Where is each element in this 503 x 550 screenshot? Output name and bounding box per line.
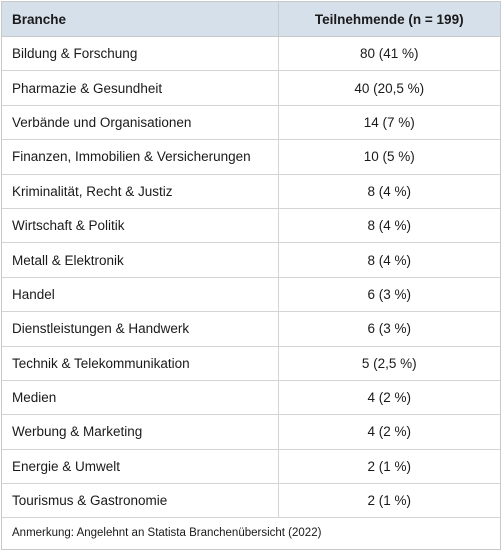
cell-branche: Pharmazie & Gesundheit <box>2 70 278 106</box>
table-row: Kriminalität, Recht & Justiz 8 (4 %) <box>2 174 500 209</box>
cell-teilnehmende: 8 (4 %) <box>277 174 500 209</box>
table-row: Metall & Elektronik 8 (4 %) <box>2 242 500 278</box>
table-row: Verbände und Organisationen 14 (7 %) <box>2 105 500 141</box>
table-row: Wirtschaft & Politik 8 (4 %) <box>2 208 500 244</box>
header-row: Branche Teilnehmende (n = 199) <box>2 2 500 37</box>
cell-teilnehmende: 4 (2 %) <box>277 380 500 416</box>
cell-branche: Bildung & Forschung <box>2 36 278 72</box>
table-note: Anmerkung: Angelehnt an Statista Branche… <box>12 527 322 540</box>
table-row: Pharmazie & Gesundheit 40 (20,5 %) <box>2 70 500 106</box>
cell-teilnehmende: 6 (3 %) <box>277 311 500 347</box>
cell-branche: Dienstleistungen & Handwerk <box>2 311 278 347</box>
cell-teilnehmende: 5 (2,5 %) <box>277 346 500 381</box>
cell-teilnehmende: 10 (5 %) <box>277 139 500 175</box>
cell-branche: Wirtschaft & Politik <box>2 208 278 244</box>
table-row: Werbung & Marketing 4 (2 %) <box>2 414 500 450</box>
cell-teilnehmende: 6 (3 %) <box>277 277 500 313</box>
cell-teilnehmende: 8 (4 %) <box>277 208 500 244</box>
header-branche: Branche <box>2 2 278 37</box>
table-row: Medien 4 (2 %) <box>2 380 500 416</box>
cell-branche: Technik & Telekommunikation <box>2 346 278 381</box>
branche-table: Branche Teilnehmende (n = 199) Bildung &… <box>2 2 500 519</box>
cell-branche: Werbung & Marketing <box>2 414 278 450</box>
cell-branche: Verbände und Organisationen <box>2 105 278 141</box>
cell-branche: Tourismus & Gastronomie <box>2 483 278 519</box>
cell-branche: Energie & Umwelt <box>2 449 278 485</box>
cell-teilnehmende: 80 (41 %) <box>277 36 500 72</box>
cell-teilnehmende: 14 (7 %) <box>277 105 500 141</box>
cell-branche: Handel <box>2 277 278 313</box>
header-teilnehmende: Teilnehmende (n = 199) <box>277 2 500 37</box>
table-header: Branche Teilnehmende (n = 199) <box>2 2 500 37</box>
cell-teilnehmende: 8 (4 %) <box>277 242 500 278</box>
cell-branche: Metall & Elektronik <box>2 242 278 278</box>
table-row: Energie & Umwelt 2 (1 %) <box>2 449 500 485</box>
cell-branche: Finanzen, Immobilien & Versicherungen <box>2 139 278 175</box>
table-body: Bildung & Forschung 80 (41 %) Pharmazie … <box>2 36 500 519</box>
cell-teilnehmende: 40 (20,5 %) <box>277 70 500 106</box>
cell-teilnehmende: 4 (2 %) <box>277 414 500 450</box>
cell-branche: Medien <box>2 380 278 416</box>
table-row: Technik & Telekommunikation 5 (2,5 %) <box>2 346 500 381</box>
table-row: Handel 6 (3 %) <box>2 277 500 313</box>
table-row: Tourismus & Gastronomie 2 (1 %) <box>2 483 500 519</box>
cell-teilnehmende: 2 (1 %) <box>277 449 500 485</box>
cell-branche: Kriminalität, Recht & Justiz <box>2 174 278 209</box>
table-row: Finanzen, Immobilien & Versicherungen 10… <box>2 139 500 175</box>
table-row: Bildung & Forschung 80 (41 %) <box>2 36 500 72</box>
table-row: Dienstleistungen & Handwerk 6 (3 %) <box>2 311 500 347</box>
cell-teilnehmende: 2 (1 %) <box>277 483 500 519</box>
